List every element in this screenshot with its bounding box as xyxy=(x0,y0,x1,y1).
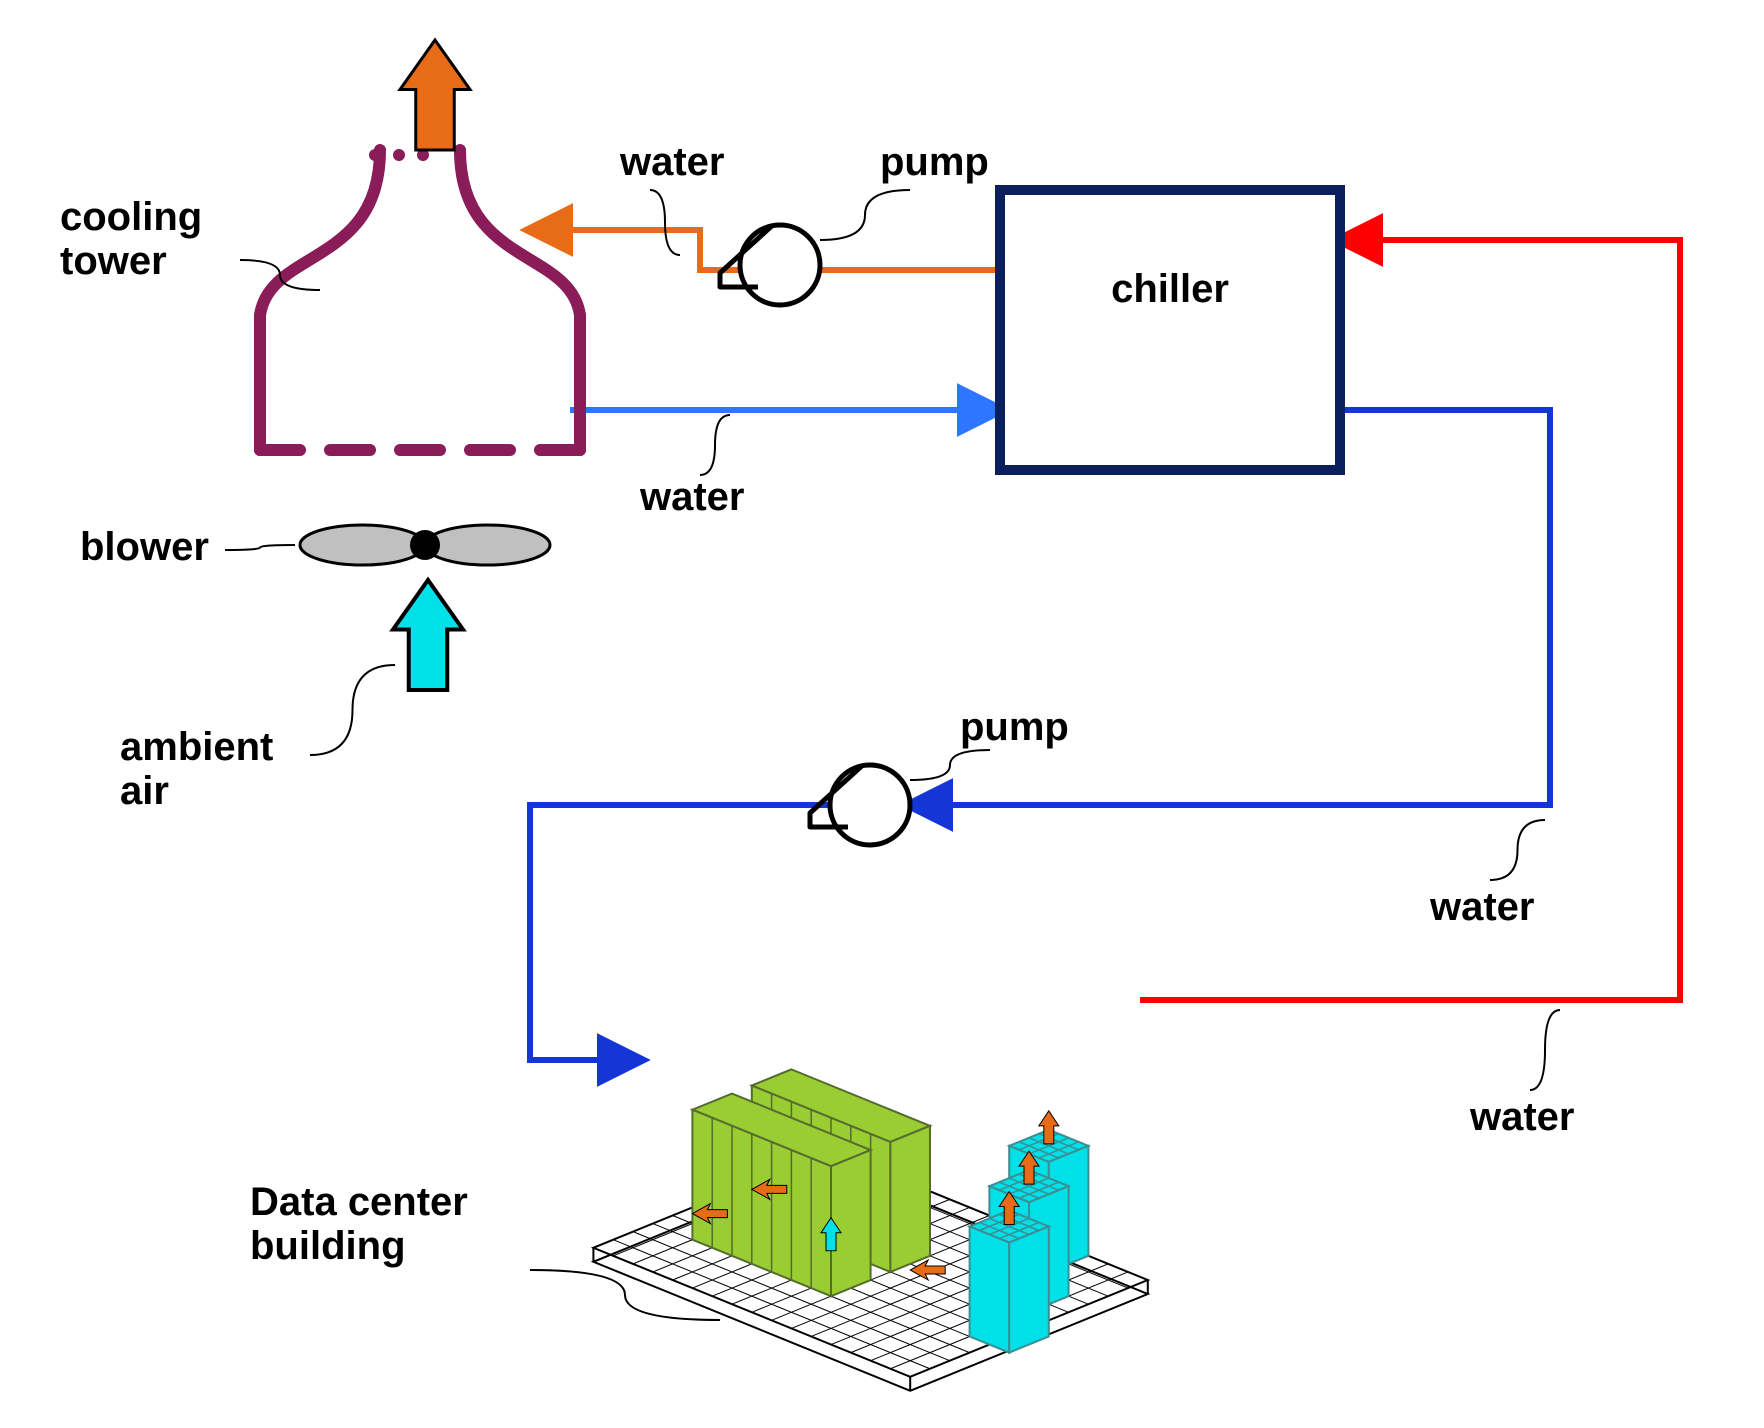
svg-text:coolingtower: coolingtower xyxy=(60,195,202,283)
svg-text:blower: blower xyxy=(80,525,209,569)
svg-text:ambientair: ambientair xyxy=(120,725,273,813)
blue-pump-to-dc-left xyxy=(530,805,830,1060)
blower-icon xyxy=(300,525,550,565)
cooling-tower xyxy=(260,149,580,450)
svg-text:water: water xyxy=(1429,885,1535,929)
svg-text:Data centerbuilding: Data centerbuilding xyxy=(250,1180,468,1268)
svg-text:pump: pump xyxy=(960,705,1069,749)
pump-top-icon xyxy=(720,225,820,305)
svg-text:water: water xyxy=(1469,1095,1575,1139)
ambient-air-arrow-icon xyxy=(393,580,463,690)
data-center-building xyxy=(593,1069,1147,1390)
cooling-system-diagram: chiller coolingtower water pump water blower… xyxy=(0,0,1764,1428)
svg-text:pump: pump xyxy=(880,140,989,184)
chiller-label: chiller xyxy=(1111,267,1229,311)
svg-text:water: water xyxy=(619,140,725,184)
chiller-box: chiller xyxy=(1000,190,1340,470)
svg-text:water: water xyxy=(639,475,745,519)
hot-air-arrow-icon xyxy=(400,40,470,150)
